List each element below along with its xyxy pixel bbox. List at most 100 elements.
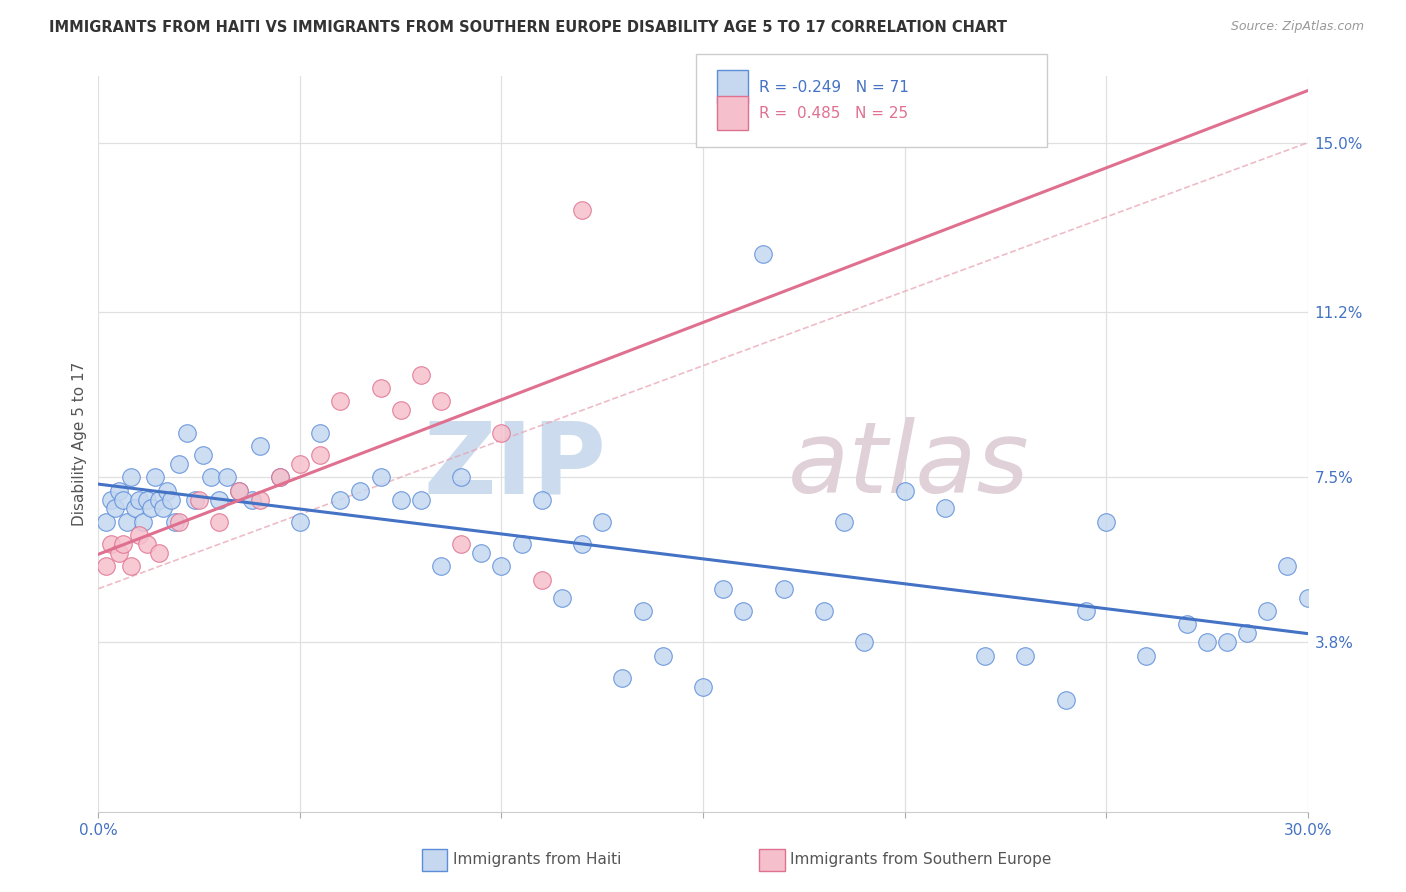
Point [631, 604, 654, 618]
Point [128, 528, 150, 542]
Point [491, 425, 513, 440]
Point [111, 537, 134, 551]
Point [132, 515, 155, 529]
Point [1195, 635, 1218, 649]
Point [228, 483, 250, 498]
Point [269, 470, 291, 484]
Text: Immigrants from Southern Europe: Immigrants from Southern Europe [790, 853, 1052, 867]
Point [100, 492, 122, 507]
Point [135, 537, 157, 551]
Point [100, 537, 122, 551]
Point [107, 546, 129, 560]
Point [1135, 648, 1157, 663]
Point [329, 394, 352, 409]
Text: Source: ZipAtlas.com: Source: ZipAtlas.com [1230, 20, 1364, 33]
Point [1236, 626, 1258, 640]
Point [349, 483, 371, 498]
Point [853, 635, 876, 649]
Point [470, 546, 492, 560]
Point [200, 470, 222, 484]
Point [430, 394, 453, 409]
Point [249, 492, 271, 507]
Point [188, 492, 211, 507]
Point [591, 515, 613, 529]
Point [96, 559, 118, 574]
Point [450, 470, 472, 484]
Text: atlas: atlas [787, 417, 1029, 515]
Point [450, 537, 472, 551]
Point [139, 501, 162, 516]
Point [124, 501, 146, 516]
Point [120, 470, 142, 484]
Text: ZIP: ZIP [423, 417, 606, 515]
Point [389, 492, 412, 507]
Point [103, 501, 125, 516]
Point [208, 515, 231, 529]
Point [163, 515, 186, 529]
Point [733, 604, 755, 618]
Point [96, 515, 118, 529]
Point [249, 439, 271, 453]
Point [530, 492, 553, 507]
Point [430, 559, 453, 574]
Text: IMMIGRANTS FROM HAITI VS IMMIGRANTS FROM SOUTHERN EUROPE DISABILITY AGE 5 TO 17 : IMMIGRANTS FROM HAITI VS IMMIGRANTS FROM… [49, 20, 1007, 35]
Point [208, 492, 231, 507]
Point [228, 483, 250, 498]
Point [288, 515, 311, 529]
Point [612, 671, 634, 685]
Point [128, 492, 150, 507]
Point [217, 470, 239, 484]
Point [152, 501, 174, 516]
Point [934, 501, 956, 516]
Point [167, 515, 190, 529]
Text: R =  0.485   N = 25: R = 0.485 N = 25 [759, 106, 908, 120]
Point [309, 448, 332, 462]
Point [184, 492, 207, 507]
Point [772, 582, 794, 596]
Point [1216, 635, 1239, 649]
Point [115, 515, 138, 529]
Point [571, 537, 593, 551]
Point [1256, 604, 1278, 618]
Point [832, 515, 855, 529]
Point [893, 483, 915, 498]
Point [692, 680, 714, 694]
Point [329, 492, 352, 507]
Point [510, 537, 533, 551]
Point [1277, 559, 1299, 574]
Point [551, 591, 574, 605]
Point [193, 448, 215, 462]
Point [530, 573, 553, 587]
Text: Immigrants from Haiti: Immigrants from Haiti [453, 853, 621, 867]
Point [288, 457, 311, 471]
Point [1296, 591, 1319, 605]
Point [111, 492, 134, 507]
Point [752, 247, 775, 261]
Point [1014, 648, 1036, 663]
Point [974, 648, 997, 663]
Point [813, 604, 835, 618]
Point [240, 492, 263, 507]
Point [491, 559, 513, 574]
Point [1175, 617, 1198, 632]
Point [711, 582, 734, 596]
Point [651, 648, 673, 663]
Point [370, 470, 392, 484]
Point [176, 425, 198, 440]
Point [409, 368, 432, 382]
Point [370, 381, 392, 395]
Point [1074, 604, 1097, 618]
Point [148, 546, 170, 560]
Point [571, 202, 593, 217]
Point [269, 470, 291, 484]
Point [120, 559, 142, 574]
Point [389, 403, 412, 417]
Point [143, 470, 166, 484]
Point [309, 425, 332, 440]
Point [1054, 693, 1077, 707]
Point [409, 492, 432, 507]
Point [1095, 515, 1118, 529]
Point [167, 457, 190, 471]
Y-axis label: Disability Age 5 to 17: Disability Age 5 to 17 [72, 361, 87, 526]
Point [156, 483, 179, 498]
